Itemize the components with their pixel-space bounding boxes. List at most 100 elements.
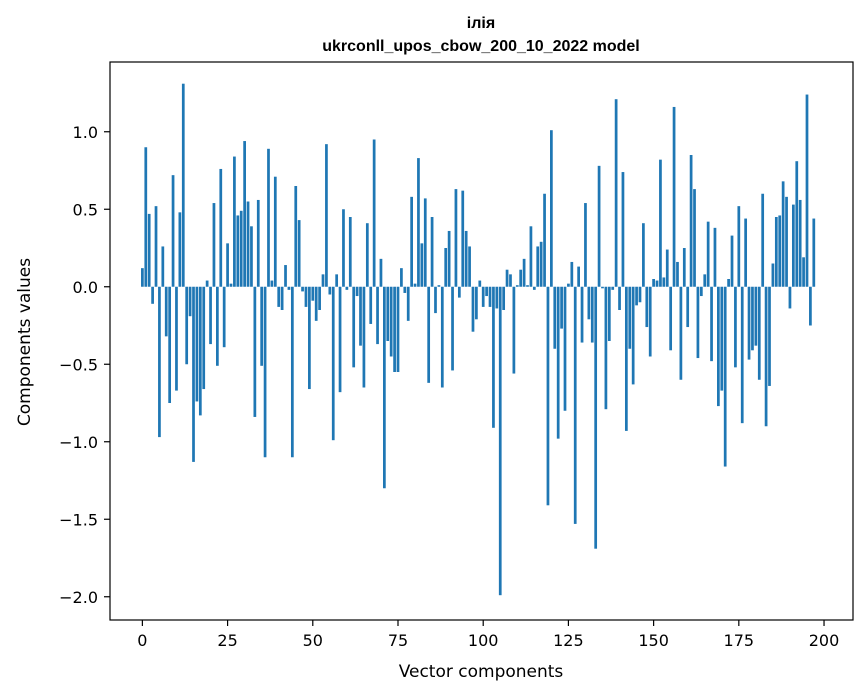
bar-168 [713,227,717,287]
bar-25 [226,243,229,287]
bar-110 [515,285,519,287]
bar-68 [372,139,376,287]
bar-105 [498,286,502,596]
bar-144 [631,286,635,385]
bar-171 [723,286,727,467]
bar-20 [209,286,212,345]
bar-146 [638,286,642,303]
bar-113 [526,285,529,287]
bar-30 [243,141,246,287]
bar-95 [464,230,468,287]
y-tick-label-4: 0.0 [73,278,98,297]
bar-195 [805,94,809,287]
bar-6 [161,246,165,287]
bar-154 [665,249,669,287]
bar-177 [744,218,748,287]
bar-60 [345,286,349,290]
x-tick-label-6: 150 [638,631,669,650]
bar-158 [679,286,683,380]
bar-47 [301,286,304,292]
bar-187 [778,215,782,287]
bar-19 [205,280,209,287]
bar-72 [386,286,390,341]
bar-120 [550,130,553,287]
y-tick-label-6: 1.0 [73,123,98,142]
bar-101 [485,286,488,297]
bar-147 [642,223,645,287]
bar-32 [250,226,253,287]
bar-140 [618,286,621,310]
bar-97 [471,286,475,332]
bar-42 [284,265,287,287]
bar-46 [297,220,301,287]
bar-115 [532,286,536,290]
bar-41 [280,286,284,310]
bar-156 [672,106,676,287]
bar-88 [440,286,444,388]
bar-58 [338,286,342,393]
bar-153 [662,277,666,287]
bar-160 [686,286,690,328]
bar-141 [621,172,625,287]
bar-18 [202,286,206,390]
bar-128 [577,266,580,287]
bar-117 [539,241,543,287]
bar-132 [590,286,594,343]
bar-78 [406,286,410,321]
bar-145 [635,286,638,306]
x-tick-label-1: 25 [217,631,237,650]
bar-106 [502,286,506,310]
bar-12 [181,83,185,287]
bar-149 [648,286,652,357]
bar-99 [478,280,482,287]
bar-155 [669,286,673,351]
bar-28 [236,215,240,287]
bar-94 [461,190,465,287]
bar-151 [655,280,659,287]
bar-36 [263,286,267,458]
bar-11 [178,212,182,287]
bar-66 [365,223,369,287]
bar-131 [587,286,591,320]
bar-167 [710,286,713,362]
bar-87 [437,285,441,287]
bar-102 [488,286,492,307]
bar-31 [246,201,250,287]
bar-44 [290,286,294,458]
bar-159 [682,248,686,287]
bar-62 [352,286,356,368]
bar-114 [529,226,533,287]
bar-119 [546,286,550,506]
y-tick-label-1: −1.5 [59,510,98,529]
bar-121 [553,286,557,349]
bar-184 [768,286,771,386]
bar-139 [614,99,618,287]
axes [109,61,854,621]
bar-193 [798,199,802,287]
y-axis-ticks: −2.0 −1.5 −1.0 −0.5 0.0 0.5 1.0 [59,123,110,607]
bar-173 [730,235,734,287]
bar-136 [604,286,608,410]
bar-27 [233,156,236,287]
bar-165 [703,274,707,287]
bar-8 [168,286,172,403]
bar-4 [154,206,158,287]
bar-59 [342,209,345,287]
x-axis-label: Vector components [399,662,564,682]
bar-89 [444,248,448,287]
x-tick-label-5: 125 [553,631,584,650]
bar-170 [720,286,724,391]
bar-138 [611,286,615,290]
bar-79 [410,196,413,287]
bar-69 [376,286,379,345]
bar-0 [141,268,144,287]
bar-134 [597,165,601,287]
bar-64 [359,286,362,346]
bar-93 [457,286,461,298]
bar-150 [652,279,655,287]
bar-98 [475,286,478,320]
bar-7 [164,286,168,337]
bar-45 [294,186,298,287]
